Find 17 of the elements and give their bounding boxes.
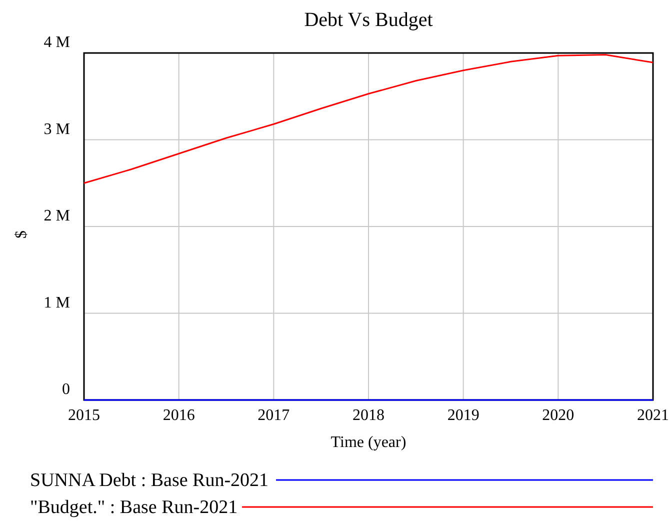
legend-label: "Budget." : Base Run-2021 bbox=[30, 497, 238, 518]
legend-label: SUNNA Debt : Base Run-2021 bbox=[30, 470, 269, 491]
y-tick-label: 3 M bbox=[44, 120, 70, 138]
y-axis-title: $ bbox=[13, 230, 30, 238]
x-tick-label: 2016 bbox=[162, 407, 195, 424]
x-tick-label: 2017 bbox=[258, 407, 290, 424]
x-tick-label: 2019 bbox=[447, 407, 480, 424]
y-tick-label: 4 M bbox=[44, 34, 70, 51]
y-tick-label: 2 M bbox=[44, 208, 70, 224]
y-tick-label: 0 bbox=[62, 381, 70, 398]
x-tick-label: 2018 bbox=[352, 407, 384, 424]
chart-title: Debt Vs Budget bbox=[304, 9, 434, 31]
x-tick-label: 2015 bbox=[68, 407, 100, 424]
x-tick-label: 2021 bbox=[637, 407, 669, 424]
x-axis-title: Time (year) bbox=[330, 434, 406, 451]
y-tick-label: 1 M bbox=[44, 294, 70, 312]
x-tick-label: 2020 bbox=[542, 407, 574, 424]
